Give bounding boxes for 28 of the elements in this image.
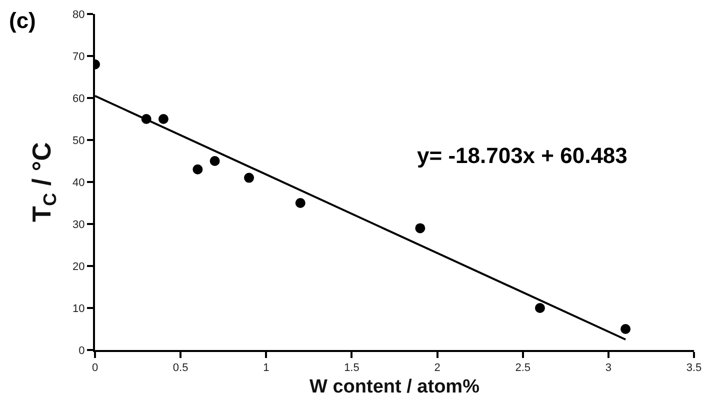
point: [192, 164, 203, 174]
y-tick-label: 80: [72, 8, 85, 21]
point: [158, 114, 168, 124]
y-tick-label: 70: [72, 50, 85, 63]
y-tick-label: 40: [72, 176, 85, 189]
x-tick-label: 2: [434, 362, 440, 374]
y-tick-label: 20: [72, 260, 85, 273]
text: (c): [9, 8, 36, 33]
point: [415, 223, 426, 234]
point: [534, 303, 545, 313]
point: [295, 198, 306, 208]
x-tick-label: 0.5: [172, 362, 188, 374]
x-tick-label: 2.5: [515, 362, 531, 374]
point: [620, 324, 631, 334]
point: [210, 156, 220, 166]
x-tick-label: 3.5: [686, 362, 702, 374]
x-tick-label: 1.5: [344, 362, 360, 374]
y-tick-label: 30: [72, 218, 85, 231]
y-tick-label: 10: [72, 302, 85, 315]
point: [244, 172, 254, 183]
y-tick-label: 60: [72, 92, 85, 105]
x-tick-label: 1: [263, 362, 270, 374]
y-tick-label: 0: [78, 344, 85, 357]
y-tick-label: 50: [72, 134, 85, 147]
x-tick-label: 0: [92, 362, 98, 374]
annotation: y= -18.703x + 60.483: [417, 143, 628, 168]
x-axis-title: W content / atom%: [310, 376, 480, 398]
x-tick-label: 3: [605, 362, 612, 374]
